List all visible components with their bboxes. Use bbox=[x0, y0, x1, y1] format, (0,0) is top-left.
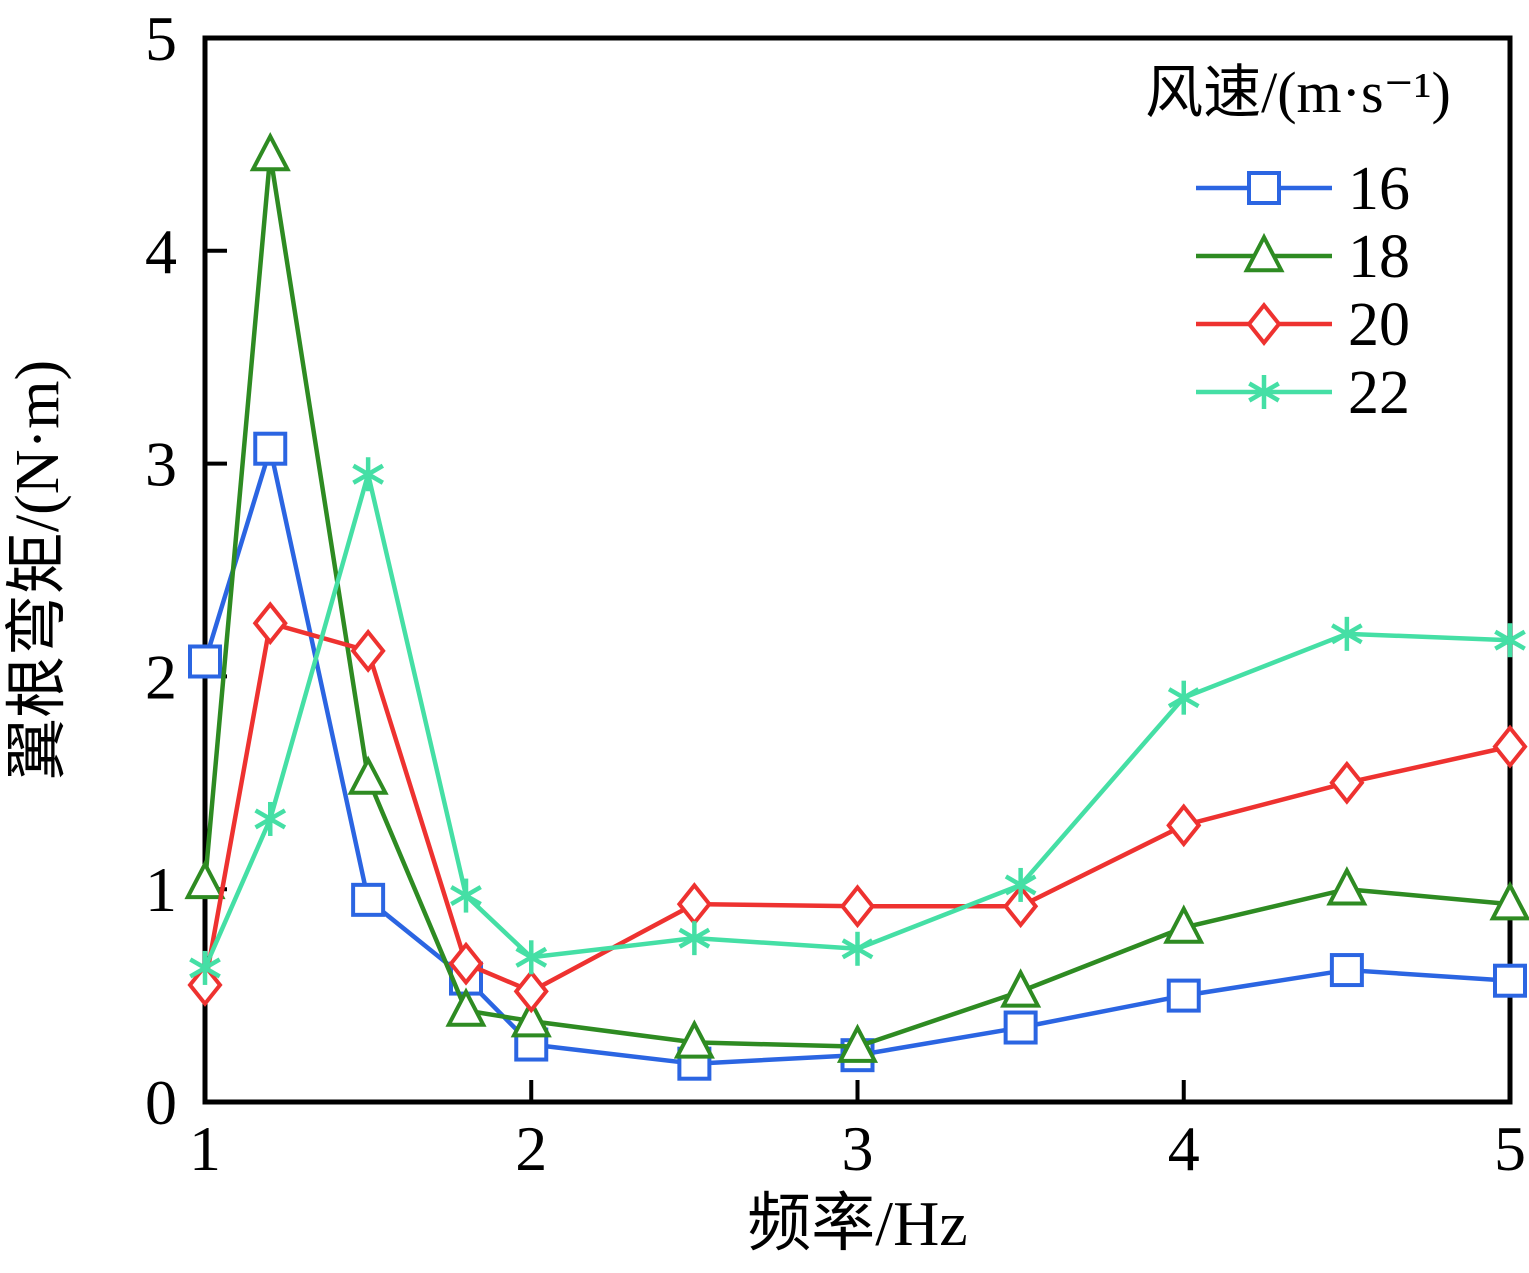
x-tick-label: 1 bbox=[189, 1113, 221, 1184]
data-point-marker bbox=[1166, 803, 1202, 848]
data-point-marker bbox=[448, 941, 484, 986]
series-16 bbox=[188, 431, 1527, 1081]
y-tick-label: 1 bbox=[145, 854, 177, 925]
data-point-marker bbox=[1003, 884, 1039, 929]
data-point-marker bbox=[253, 431, 288, 466]
legend-title: 风速/(m·s⁻¹) bbox=[1145, 60, 1451, 125]
data-point-marker bbox=[1331, 616, 1363, 651]
data-point-marker bbox=[1003, 1010, 1038, 1045]
data-point-marker bbox=[1166, 978, 1201, 1013]
data-point-marker bbox=[1246, 302, 1282, 346]
series-20 bbox=[187, 601, 1528, 1014]
data-point-marker bbox=[839, 884, 876, 929]
series-18 bbox=[184, 131, 1529, 1063]
x-axis-label: 频率/Hz bbox=[747, 1188, 967, 1259]
x-tick-label: 4 bbox=[1168, 1113, 1200, 1184]
data-point-marker bbox=[445, 987, 487, 1027]
data-point-marker bbox=[1004, 867, 1037, 902]
data-point-marker bbox=[678, 921, 711, 956]
legend-label: 22 bbox=[1348, 359, 1410, 427]
data-point-marker bbox=[841, 931, 874, 966]
data-point-marker bbox=[189, 950, 221, 985]
y-tick-label: 3 bbox=[145, 429, 177, 500]
data-point-marker bbox=[510, 998, 552, 1038]
legend-item-18: 18 bbox=[1196, 223, 1410, 291]
data-point-marker bbox=[1248, 375, 1280, 409]
series-22 bbox=[189, 457, 1526, 985]
data-point-marker bbox=[252, 601, 288, 646]
data-point-marker bbox=[513, 969, 549, 1014]
data-point-marker bbox=[673, 1019, 715, 1059]
y-tick-label: 2 bbox=[145, 641, 177, 712]
data-point-marker bbox=[1163, 904, 1205, 944]
data-point-marker bbox=[450, 878, 482, 913]
legend-item-20: 20 bbox=[1196, 291, 1410, 359]
y-tick-label: 0 bbox=[145, 1067, 177, 1138]
data-point-marker bbox=[254, 801, 287, 836]
data-point-marker bbox=[1493, 963, 1527, 998]
data-point-marker bbox=[352, 457, 384, 492]
data-point-marker bbox=[188, 644, 222, 679]
data-point-marker bbox=[1494, 623, 1526, 658]
data-point-marker bbox=[836, 1023, 879, 1063]
data-point-marker bbox=[184, 859, 226, 900]
data-point-marker bbox=[187, 963, 223, 1007]
data-point-marker bbox=[350, 628, 386, 673]
data-point-marker bbox=[351, 882, 386, 917]
legend-label: 16 bbox=[1348, 155, 1410, 223]
data-point-marker bbox=[1243, 232, 1285, 273]
data-point-marker bbox=[347, 755, 389, 795]
x-tick-label: 5 bbox=[1494, 1113, 1526, 1184]
data-point-marker bbox=[249, 131, 291, 172]
x-tick-label: 3 bbox=[842, 1113, 874, 1184]
legend-label: 20 bbox=[1348, 291, 1410, 359]
data-point-marker bbox=[1167, 680, 1200, 715]
data-point-marker bbox=[1326, 866, 1368, 906]
y-tick-label: 4 bbox=[145, 216, 177, 287]
data-point-marker bbox=[515, 940, 548, 975]
data-point-marker bbox=[1489, 881, 1529, 921]
data-point-marker bbox=[1329, 760, 1365, 805]
legend-item-16: 16 bbox=[1196, 155, 1410, 223]
y-tick-label: 5 bbox=[145, 3, 177, 74]
data-point-marker bbox=[1247, 171, 1281, 205]
plot-box bbox=[202, 35, 1513, 1105]
legend-label: 18 bbox=[1348, 223, 1410, 291]
x-tick-label: 2 bbox=[515, 1113, 547, 1184]
y-axis-label: 翼根弯矩/(N·m) bbox=[4, 360, 72, 780]
data-point-marker bbox=[1329, 953, 1364, 988]
legend-item-22: 22 bbox=[1196, 359, 1410, 427]
data-point-marker bbox=[1000, 968, 1042, 1008]
data-point-marker bbox=[1492, 724, 1528, 769]
